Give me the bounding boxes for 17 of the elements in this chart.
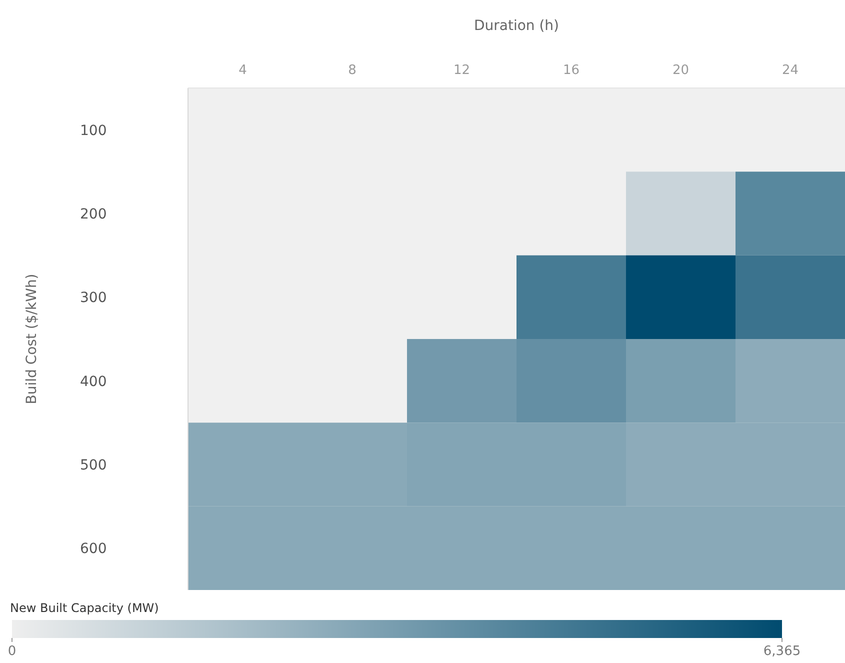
x-tick-label: 8	[348, 63, 356, 78]
y-axis-title: Build Cost ($/kWh)	[24, 274, 40, 404]
x-tick-label: 4	[238, 63, 247, 78]
y-tick-label: 300	[80, 290, 107, 306]
x-tick-label: 12	[453, 63, 470, 78]
color-bar-title: New Built Capacity (MW)	[10, 601, 159, 615]
color-bar-label: 6,365	[763, 644, 801, 659]
y-tick-label: 400	[80, 374, 107, 390]
x-tick-label: 24	[782, 63, 799, 78]
y-tick-label: 100	[80, 122, 107, 139]
color-bar-label: 0	[8, 644, 16, 659]
y-tick-label: 200	[80, 206, 107, 222]
y-tick-label: 600	[80, 541, 107, 558]
x-tick-label: 16	[562, 63, 580, 78]
x-tick-label: 20	[672, 63, 690, 78]
x-axis-title: Duration (h)	[474, 18, 560, 34]
y-tick-label: 500	[80, 458, 107, 474]
